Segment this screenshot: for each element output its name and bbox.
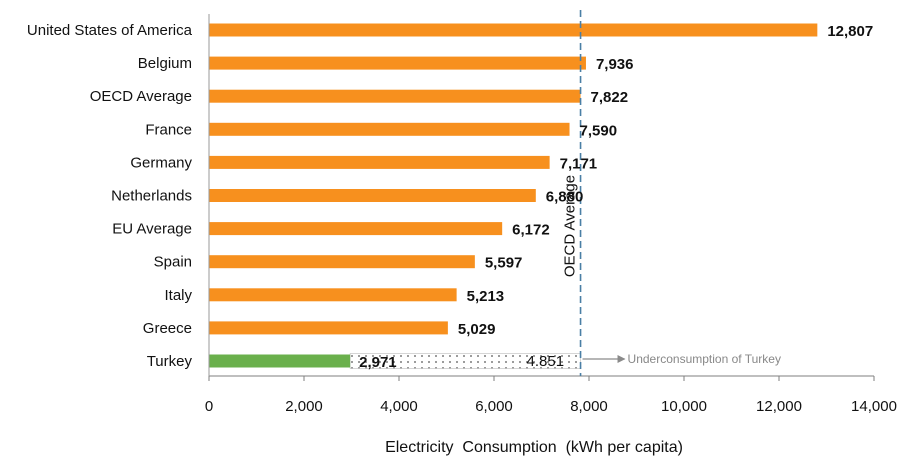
x-tick-label: 12,000 — [756, 398, 802, 415]
value-label-italy: 5,213 — [467, 288, 505, 305]
bar-eu-average — [209, 222, 503, 236]
bar-turkey — [209, 354, 351, 368]
category-label-germany: Germany — [130, 154, 192, 171]
annotation-text: Underconsumption of Turkey — [628, 352, 781, 366]
category-label-united-states-of-america: United States of America — [27, 22, 193, 39]
value-label-turkey: 2,971 — [359, 354, 397, 371]
x-tick-label: 10,000 — [661, 398, 707, 415]
x-tick-label: 2,000 — [285, 398, 323, 415]
bar-spain — [209, 255, 475, 269]
category-label-france: France — [145, 121, 192, 138]
axis-layer: 0 2,000 4,000 6,000 8,000 10,000 12,000 14,000 — [205, 14, 897, 415]
bar-netherlands — [209, 189, 536, 202]
category-label-belgium: Belgium — [138, 55, 192, 72]
category-label-spain: Spain — [154, 254, 192, 271]
x-tick-label: 4,000 — [380, 398, 418, 415]
x-axis-title: Electricity Consumption (kWh per capita) — [385, 439, 683, 456]
bar-united-states-of-america — [209, 23, 818, 37]
bar-greece — [209, 321, 448, 335]
value-label-greece: 5,029 — [458, 321, 496, 338]
value-label-germany: 7,171 — [560, 155, 598, 172]
value-label-eu-average: 6,172 — [512, 222, 550, 239]
category-label-turkey: Turkey — [147, 353, 193, 370]
value-label-belgium: 7,936 — [596, 56, 634, 73]
x-tick-label: 14,000 — [851, 398, 897, 415]
reference-line-label: OECD Average — [562, 175, 579, 277]
category-label-netherlands: Netherlands — [111, 188, 192, 205]
labels-layer: United States of America 12,807 Belgium 7,9… — [27, 22, 873, 371]
x-tick-label: 6,000 — [475, 398, 513, 415]
bar-belgium — [209, 56, 586, 70]
value-label-france: 7,590 — [580, 122, 618, 139]
category-label-oecd-average: OECD Average — [90, 88, 192, 105]
bar-oecd-average — [209, 89, 581, 103]
bar-france — [209, 122, 570, 136]
x-tick-label: 0 — [205, 398, 213, 415]
bars-layer — [209, 23, 818, 368]
value-label-spain: 5,597 — [485, 255, 523, 272]
value-label-netherlands: 6,880 — [546, 189, 584, 206]
category-label-greece: Greece — [143, 320, 192, 337]
x-tick-label: 8,000 — [570, 398, 608, 415]
category-label-italy: Italy — [164, 287, 192, 304]
bar-italy — [209, 288, 457, 302]
bar-germany — [209, 155, 550, 169]
value-label-united-states-of-america: 12,807 — [827, 23, 873, 40]
value-label-oecd-average: 7,822 — [591, 89, 629, 106]
gap-label: 4.851 — [527, 353, 565, 370]
reference-layer: OECD Average Underconsumption of Turkey — [562, 10, 781, 376]
category-label-eu-average: EU Average — [112, 221, 192, 238]
